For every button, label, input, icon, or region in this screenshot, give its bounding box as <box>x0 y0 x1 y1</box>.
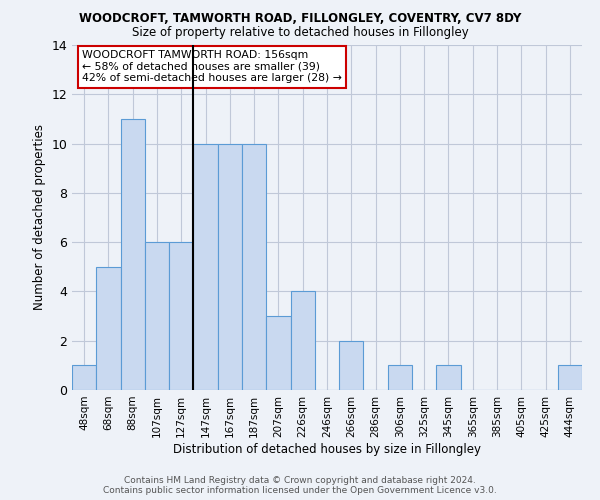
Bar <box>436 366 461 390</box>
Text: WOODCROFT, TAMWORTH ROAD, FILLONGLEY, COVENTRY, CV7 8DY: WOODCROFT, TAMWORTH ROAD, FILLONGLEY, CO… <box>79 12 521 26</box>
Bar <box>121 119 145 390</box>
Text: Contains HM Land Registry data © Crown copyright and database right 2024.
Contai: Contains HM Land Registry data © Crown c… <box>103 476 497 495</box>
Text: WOODCROFT TAMWORTH ROAD: 156sqm
← 58% of detached houses are smaller (39)
42% of: WOODCROFT TAMWORTH ROAD: 156sqm ← 58% of… <box>82 50 342 84</box>
Bar <box>72 366 96 390</box>
Bar <box>193 144 218 390</box>
Bar <box>96 267 121 390</box>
Bar <box>169 242 193 390</box>
Bar <box>266 316 290 390</box>
Bar <box>145 242 169 390</box>
Bar <box>242 144 266 390</box>
Text: Size of property relative to detached houses in Fillongley: Size of property relative to detached ho… <box>131 26 469 39</box>
Bar <box>339 340 364 390</box>
Bar <box>290 292 315 390</box>
X-axis label: Distribution of detached houses by size in Fillongley: Distribution of detached houses by size … <box>173 442 481 456</box>
Bar <box>388 366 412 390</box>
Y-axis label: Number of detached properties: Number of detached properties <box>33 124 46 310</box>
Bar <box>558 366 582 390</box>
Bar <box>218 144 242 390</box>
